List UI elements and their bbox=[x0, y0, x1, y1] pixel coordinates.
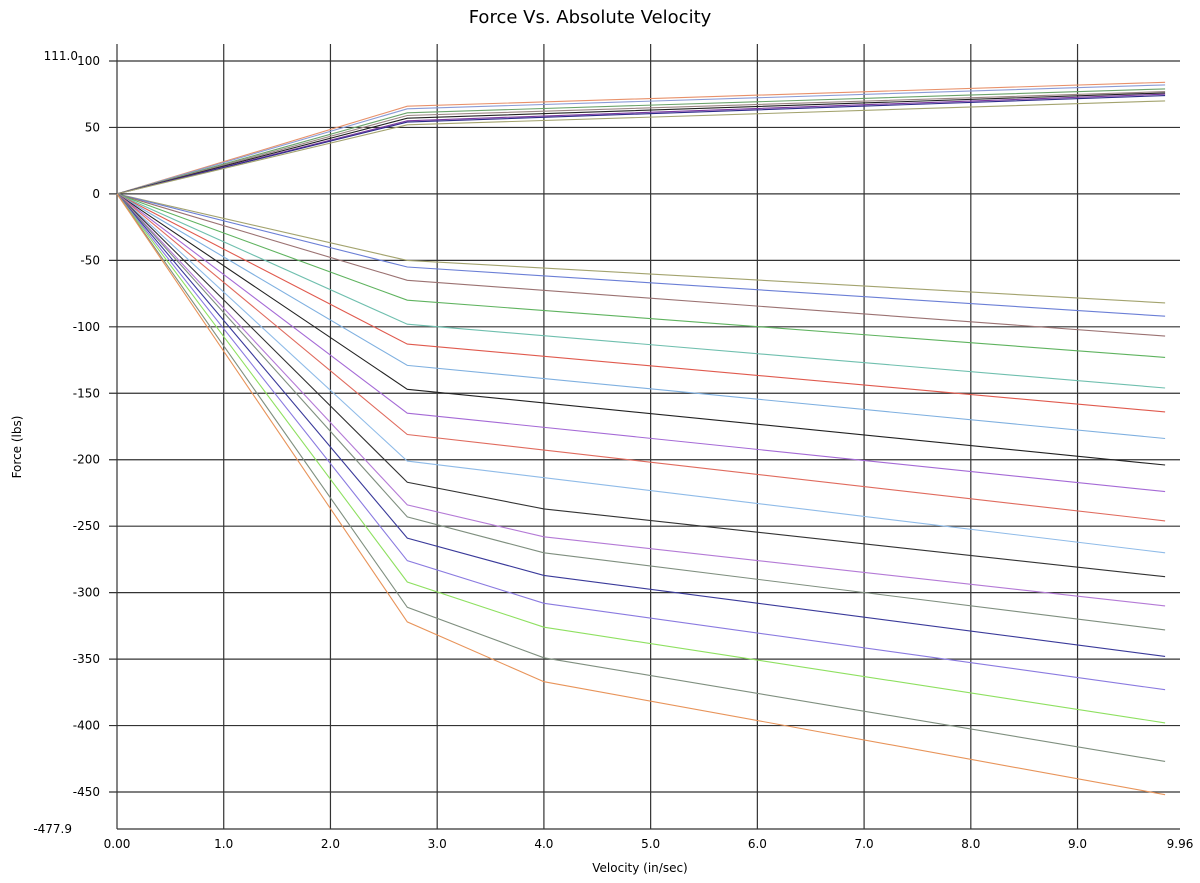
series-line-18 bbox=[116, 193, 1166, 522]
x-tick-label: 6.0 bbox=[748, 837, 767, 851]
series-line-8 bbox=[116, 100, 1166, 195]
series-line-9 bbox=[116, 193, 1166, 304]
series-line-26 bbox=[116, 193, 1166, 762]
y-tick-label: -250 bbox=[73, 519, 100, 533]
series-line-19 bbox=[116, 193, 1166, 554]
series-line-11 bbox=[116, 193, 1166, 337]
series-line-1 bbox=[116, 81, 1166, 195]
series-line-22 bbox=[116, 193, 1166, 631]
y-axis-label: Force (lbs) bbox=[10, 416, 24, 479]
y-tick-label: -450 bbox=[73, 785, 100, 799]
series-line-2 bbox=[116, 84, 1166, 195]
y-tick-label: -150 bbox=[73, 386, 100, 400]
x-tick-label: 1.0 bbox=[214, 837, 233, 851]
y-tick-label: 0 bbox=[92, 187, 100, 201]
x-tick-label: 5.0 bbox=[641, 837, 660, 851]
series-line-27 bbox=[116, 193, 1166, 796]
tick-labels: 100 50 0 -50 -100 -150 -200 -250 -300 -350 -400 -45… bbox=[33, 49, 1193, 851]
x-tick-label: 3.0 bbox=[428, 837, 447, 851]
y-tick-label: -200 bbox=[73, 453, 100, 467]
series-line-16 bbox=[116, 193, 1166, 466]
y-tick-label: 50 bbox=[85, 120, 100, 134]
series-line-14 bbox=[116, 193, 1166, 413]
series-line-21 bbox=[116, 193, 1166, 607]
y-tick-label: -300 bbox=[73, 586, 100, 600]
x-tick-label: 7.0 bbox=[855, 837, 874, 851]
series-line-24 bbox=[116, 193, 1166, 691]
series-line-10 bbox=[116, 193, 1166, 317]
series-line-13 bbox=[116, 193, 1166, 389]
series-line-3 bbox=[116, 88, 1166, 195]
series-line-7 bbox=[116, 95, 1166, 195]
x-tick-label: 9.0 bbox=[1068, 837, 1087, 851]
y-max-label: 111.0 bbox=[44, 49, 78, 63]
x-tick-label: 4.0 bbox=[534, 837, 553, 851]
series-line-23 bbox=[116, 193, 1166, 657]
series-line-4 bbox=[116, 91, 1166, 195]
y-tick-label: -100 bbox=[73, 320, 100, 334]
series-line-12 bbox=[116, 193, 1166, 358]
series-line-6 bbox=[116, 93, 1166, 195]
series-line-25 bbox=[116, 193, 1166, 724]
y-tick-label: 100 bbox=[77, 54, 100, 68]
series-line-5 bbox=[116, 92, 1166, 195]
series-line-15 bbox=[116, 193, 1166, 440]
x-tick-label: 2.0 bbox=[321, 837, 340, 851]
chart-title: Force Vs. Absolute Velocity bbox=[469, 7, 712, 28]
x-tick-label: 0.00 bbox=[104, 837, 131, 851]
x-tick-label: 8.0 bbox=[961, 837, 980, 851]
x-axis-label: Velocity (in/sec) bbox=[592, 861, 687, 875]
y-min-label: -477.9 bbox=[33, 822, 72, 836]
y-tick-label: -400 bbox=[73, 719, 100, 733]
y-tick-label: -350 bbox=[73, 652, 100, 666]
x-tick-label: 9.96 bbox=[1167, 837, 1194, 851]
series-line-17 bbox=[116, 193, 1166, 493]
series-line-20 bbox=[116, 193, 1166, 578]
y-tick-label: -50 bbox=[80, 253, 100, 267]
series-group bbox=[116, 81, 1166, 796]
grid bbox=[109, 44, 1180, 830]
